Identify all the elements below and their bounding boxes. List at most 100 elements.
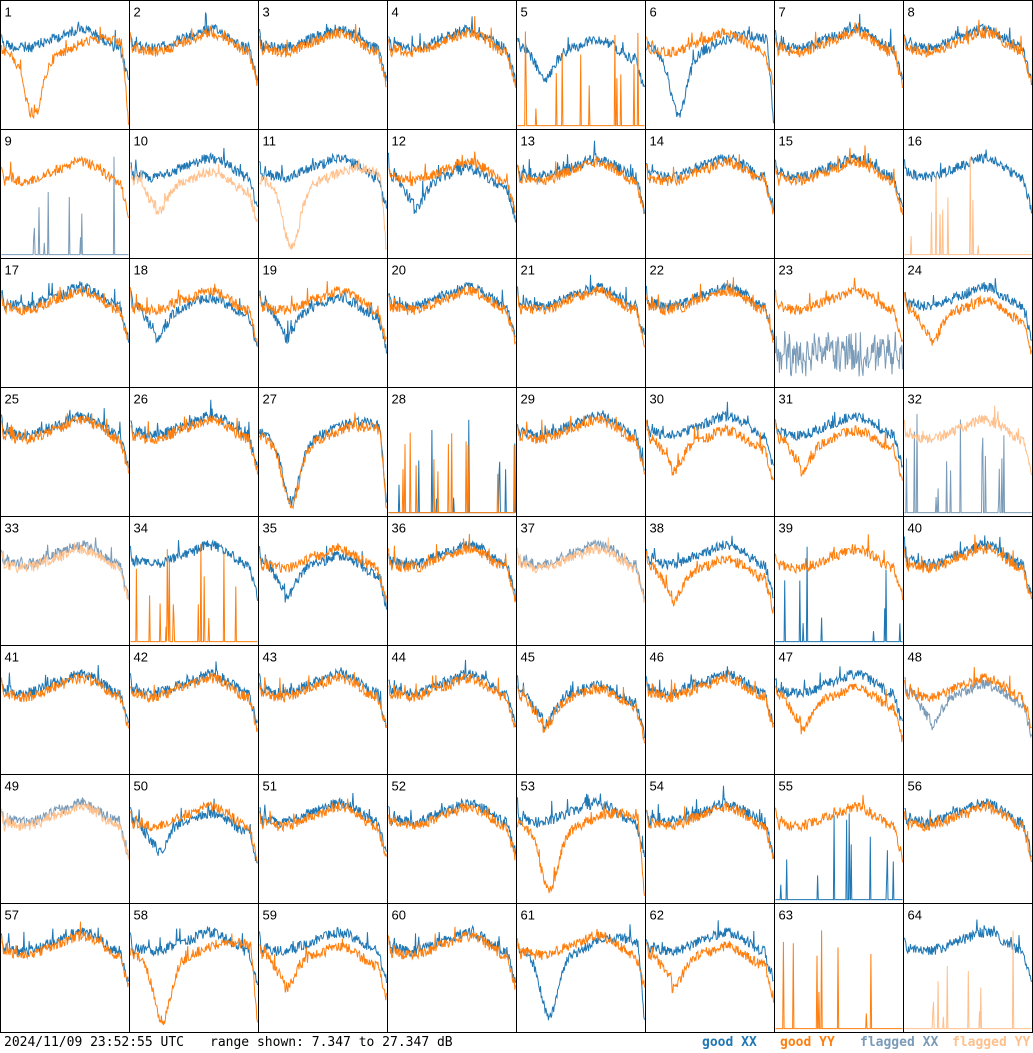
panel-17: 17 xyxy=(0,258,130,388)
series-yy-panel-9 xyxy=(1,155,129,219)
panel-frame xyxy=(129,258,259,388)
panel-label: 13 xyxy=(521,134,535,149)
series-yy-panel-55 xyxy=(775,794,903,863)
panel-label: 54 xyxy=(650,779,664,794)
panel-label: 64 xyxy=(908,908,922,923)
panel-label: 43 xyxy=(263,650,277,665)
panel-frame xyxy=(0,258,130,388)
series-yy-panel-48 xyxy=(904,667,1032,729)
panel-54: 54 xyxy=(645,774,775,904)
series-yy-panel-18 xyxy=(130,283,258,346)
panel-49: 49 xyxy=(0,774,130,904)
panel-frame xyxy=(903,0,1033,130)
series-yy-panel-47 xyxy=(775,683,903,743)
panel-label: 32 xyxy=(908,392,922,407)
panel-5: 5 xyxy=(516,0,646,130)
panel-label: 2 xyxy=(134,5,141,20)
panel-25: 25 xyxy=(0,387,130,517)
panel-label: 23 xyxy=(779,263,793,278)
panel-label: 51 xyxy=(263,779,277,794)
series-yy-panel-26 xyxy=(130,415,258,475)
panel-frame xyxy=(0,129,130,259)
series-yy-panel-38 xyxy=(646,550,774,614)
panel-frame xyxy=(387,0,517,130)
panel-64: 64 xyxy=(903,903,1033,1033)
panel-label: 21 xyxy=(521,263,535,278)
series-xx-panel-61 xyxy=(517,924,645,1021)
panel-21: 21 xyxy=(516,258,646,388)
series-yy-panel-15 xyxy=(775,145,903,215)
panel-frame xyxy=(387,516,517,646)
panel-frame xyxy=(903,129,1033,259)
series-xx-panel-49 xyxy=(1,797,129,858)
panel-frame xyxy=(258,903,388,1033)
panel-27: 27 xyxy=(258,387,388,517)
panel-label: 62 xyxy=(650,908,664,923)
panel-frame xyxy=(258,387,388,517)
panel-34: 34 xyxy=(129,516,259,646)
panel-22: 22 xyxy=(645,258,775,388)
series-yy-panel-52 xyxy=(388,802,516,861)
series-yy-panel-36 xyxy=(388,533,516,603)
panel-label: 20 xyxy=(392,263,406,278)
panel-frame xyxy=(129,387,259,517)
series-xx-panel-41 xyxy=(1,664,129,723)
panel-label: 28 xyxy=(392,392,406,407)
panel-frame xyxy=(258,774,388,904)
series-xx-panel-46 xyxy=(646,666,774,726)
series-xx-panel-51 xyxy=(259,792,387,852)
panel-26: 26 xyxy=(129,387,259,517)
panel-label: 61 xyxy=(521,908,535,923)
series-yy-panel-24 xyxy=(904,292,1032,355)
series-yy-panel-60 xyxy=(388,926,516,990)
series-yy-panel-12 xyxy=(388,151,516,214)
series-xx-panel-53 xyxy=(517,793,645,858)
panel-label: 36 xyxy=(392,521,406,536)
panel-frame xyxy=(903,516,1033,646)
panel-48: 48 xyxy=(903,645,1033,775)
panel-36: 36 xyxy=(387,516,517,646)
panel-label: 30 xyxy=(650,392,664,407)
series-yy-panel-5 xyxy=(517,31,645,127)
panel-frame xyxy=(645,258,775,388)
series-xx-panel-25 xyxy=(1,408,129,468)
series-xx-panel-4 xyxy=(388,16,516,86)
panel-label: 55 xyxy=(779,779,793,794)
panel-label: 26 xyxy=(134,392,148,407)
panel-frame xyxy=(645,903,775,1033)
panel-label: 7 xyxy=(779,5,786,20)
panel-53: 53 xyxy=(516,774,646,904)
panel-frame xyxy=(129,903,259,1033)
panel-label: 49 xyxy=(5,779,19,794)
series-xx-panel-27 xyxy=(259,415,387,506)
panel-33: 33 xyxy=(0,516,130,646)
series-yy-panel-49 xyxy=(1,802,129,860)
panel-23: 23 xyxy=(774,258,904,388)
series-yy-panel-45 xyxy=(517,683,645,744)
panel-frame xyxy=(258,645,388,775)
panel-label: 29 xyxy=(521,392,535,407)
series-yy-panel-8 xyxy=(904,19,1032,84)
series-yy-panel-35 xyxy=(259,543,387,603)
panel-label: 56 xyxy=(908,779,922,794)
series-xx-panel-44 xyxy=(388,659,516,728)
series-yy-panel-51 xyxy=(259,798,387,857)
panel-label: 5 xyxy=(521,5,528,20)
series-xx-panel-36 xyxy=(388,540,516,602)
panel-frame xyxy=(645,129,775,259)
panel-4: 4 xyxy=(387,0,517,130)
panel-frame xyxy=(774,774,904,904)
series-yy-panel-39 xyxy=(775,534,903,601)
series-yy-panel-3 xyxy=(259,23,387,88)
series-xx-panel-48 xyxy=(904,677,1032,739)
panel-label: 46 xyxy=(650,650,664,665)
series-xx-panel-31 xyxy=(775,411,903,468)
series-xx-panel-38 xyxy=(646,535,774,599)
panel-2: 2 xyxy=(129,0,259,130)
panel-label: 11 xyxy=(263,134,277,149)
series-yy-panel-1 xyxy=(1,26,129,125)
panel-label: 16 xyxy=(908,134,922,149)
series-yy-panel-22 xyxy=(646,277,774,343)
panel-11: 11 xyxy=(258,129,388,259)
panel-50: 50 xyxy=(129,774,259,904)
